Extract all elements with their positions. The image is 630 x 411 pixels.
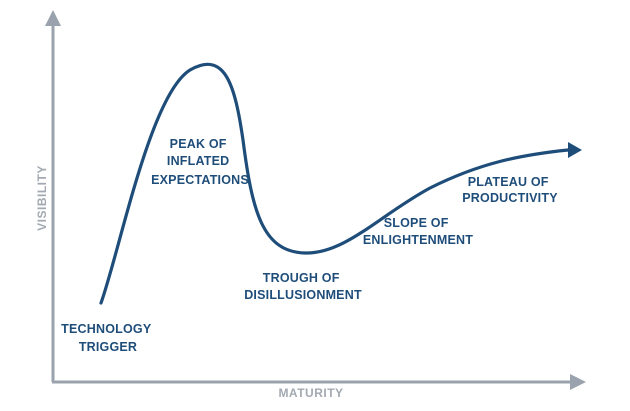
phase-slope-of-enlightenment: SLOPE OF ENLIGHTENMENT — [363, 216, 473, 247]
y-axis-arrowhead — [45, 10, 61, 26]
phase-label-line: PLATEAU OF — [468, 175, 549, 189]
phase-label-line: TRIGGER — [79, 340, 137, 354]
axes — [45, 10, 586, 390]
phase-peak-of-inflated-expectations: PEAK OF INFLATED EXPECTATIONS — [151, 137, 249, 187]
x-axis-arrowhead — [570, 374, 586, 390]
svg-text:TROUGH OF DISILLUSIONMEN: TROUGH OF DISILLUSIONMENT — [244, 271, 362, 302]
phase-label-line: PEAK OF — [170, 137, 227, 151]
y-axis-label: VISIBILITY — [35, 165, 49, 231]
phase-label-line: SLOPE OF — [384, 216, 449, 230]
phase-plateau-of-productivity: PLATEAU OF PRODUCTIVITY — [462, 175, 558, 205]
phase-label-line: EXPECTATIONS — [151, 173, 249, 187]
svg-text:PEAK OF INFLATED E: PEAK OF INFLATED EXPECTATIONS — [151, 137, 249, 187]
svg-text:SLOPE OF ENLIGHTENMENT: SLOPE OF ENLIGHTENMENT — [363, 216, 473, 247]
phase-label-line: DISILLUSIONMENT — [244, 288, 362, 302]
hype-curve — [99, 62, 570, 305]
x-axis-label: MATURITY — [278, 386, 343, 400]
phase-technology-trigger: TECHNOLOGY TRIGGER — [61, 322, 155, 354]
phase-trough-of-disillusionment: TROUGH OF DISILLUSIONMENT — [244, 271, 362, 302]
phase-label-line: PRODUCTIVITY — [462, 191, 558, 205]
curve-arrowhead — [568, 142, 582, 158]
phase-label-line: ENLIGHTENMENT — [363, 233, 473, 247]
phase-label-line: INFLATED — [167, 154, 229, 168]
phase-label-line: TROUGH OF — [263, 271, 340, 285]
phase-label-line: TECHNOLOGY — [61, 322, 152, 336]
svg-text:PLATEAU OF PRODUCTIVITY: PLATEAU OF PRODUCTIVITY — [462, 175, 558, 205]
svg-text:TECHNOLOGY TRIGGER: TECHNOLOGY TRIGGER — [61, 322, 155, 354]
